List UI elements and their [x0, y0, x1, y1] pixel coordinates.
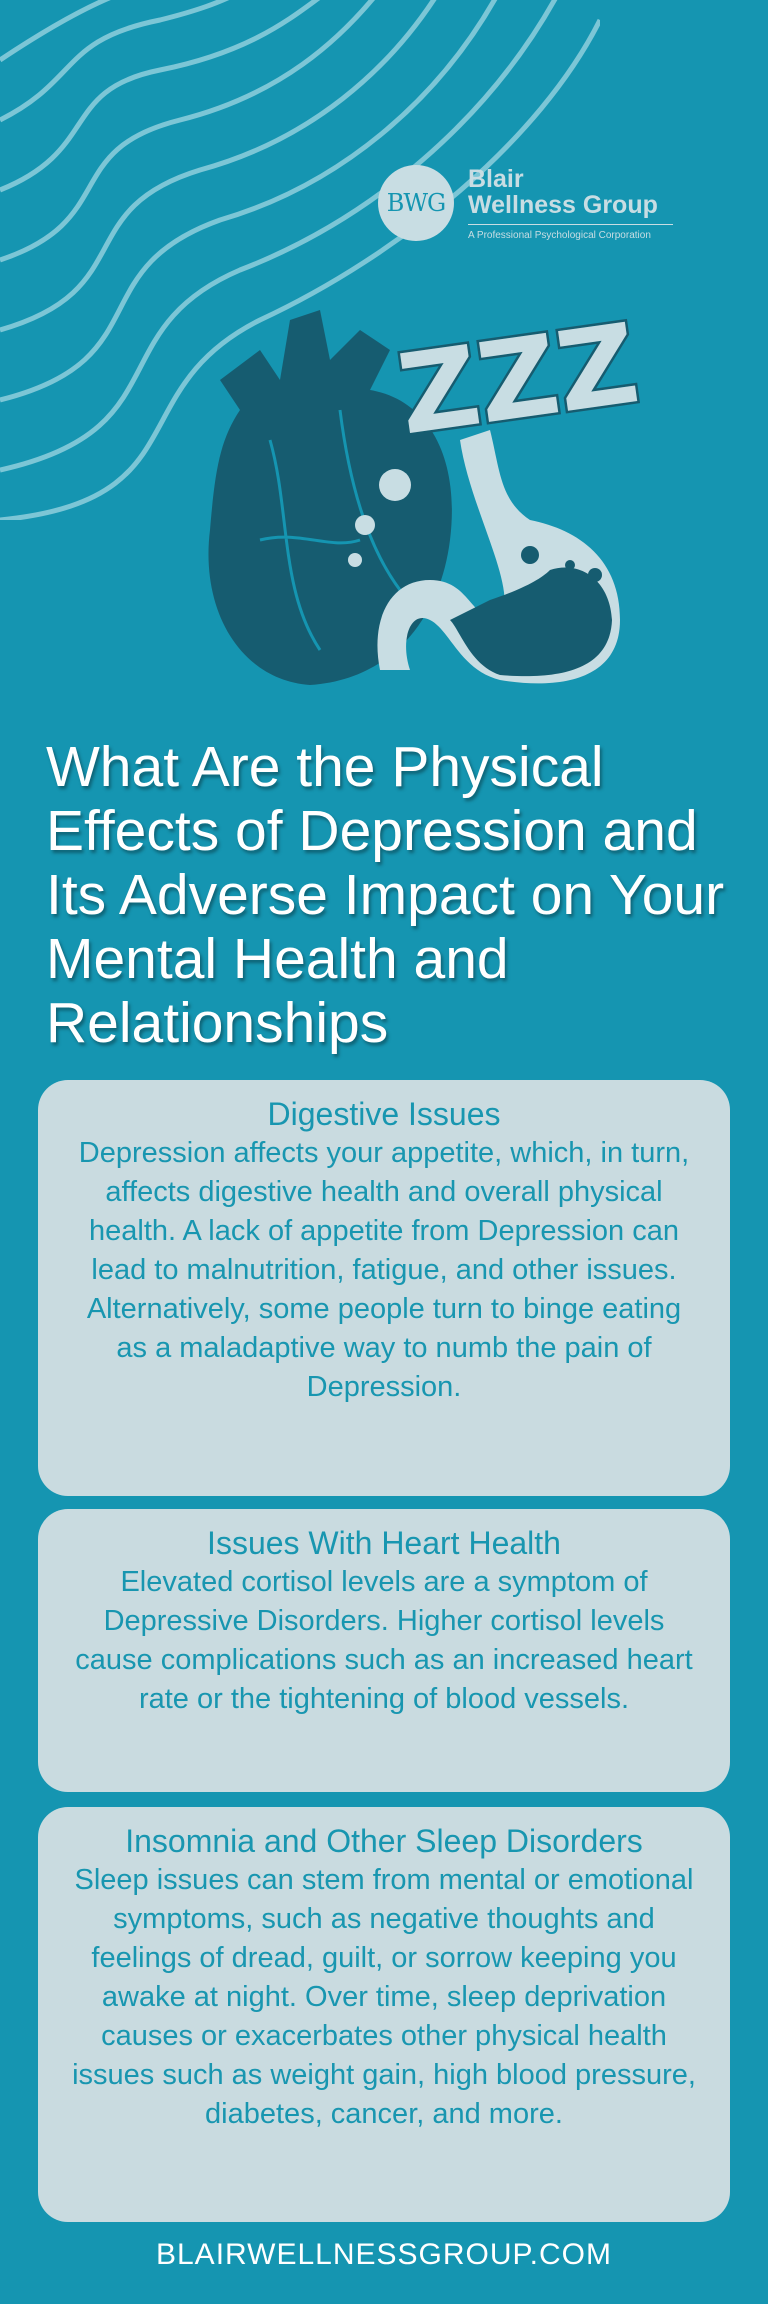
section-card-heart: Issues With Heart Health Elevated cortis… — [38, 1509, 730, 1792]
brand-name-line2: Wellness Group — [468, 190, 658, 219]
section-card-digestive: Digestive Issues Depression affects your… — [38, 1080, 730, 1496]
thought-bubbles — [348, 469, 411, 567]
heart-icon — [208, 310, 452, 685]
brand-tagline: A Professional Psychological Corporation — [468, 229, 651, 241]
section-heading: Issues With Heart Health — [207, 1525, 561, 1561]
logo-divider — [468, 223, 673, 225]
section-heading: Digestive Issues — [267, 1096, 501, 1132]
section-heading: Insomnia and Other Sleep Disorders — [125, 1823, 643, 1859]
page-title: What Are the Physical Effects of Depress… — [46, 735, 725, 1055]
section-body: Sleep issues can stem from mental or emo… — [72, 1864, 696, 2130]
heart-stomach-illustration: ZZZ — [208, 297, 648, 685]
zzz-text: ZZZ — [391, 299, 646, 459]
website-link[interactable]: BLAIRWELLNESSGROUP.COM — [155, 2238, 613, 2271]
stomach-icon — [377, 430, 620, 684]
brand-logo: BWG Blair Wellness Group A Professional … — [378, 165, 673, 241]
section-card-sleep: Insomnia and Other Sleep Disorders Sleep… — [38, 1807, 730, 2222]
decorative-waves — [0, 0, 600, 520]
section-body: Elevated cortisol levels are a symptom o… — [75, 1566, 693, 1715]
logo-monogram: BWG — [378, 165, 454, 241]
section-body: Depression affects your appetite, which,… — [78, 1137, 690, 1403]
brand-name-line1: Blair — [468, 164, 524, 193]
